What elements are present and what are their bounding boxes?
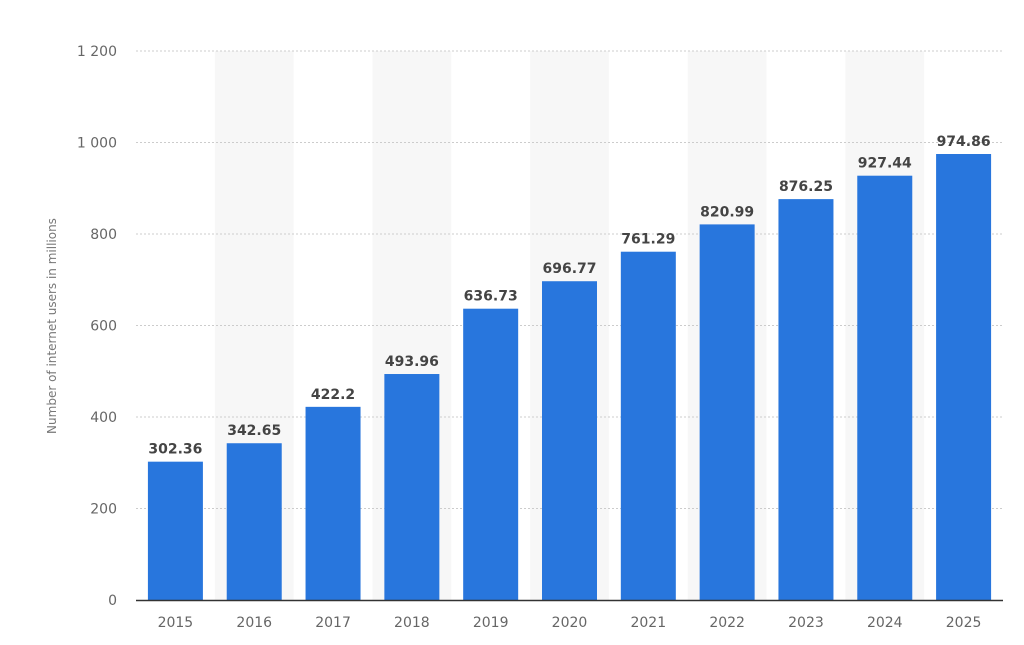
bar-2016: [226, 443, 282, 600]
data-label: 927.44: [858, 156, 912, 172]
data-label: 876.25: [779, 179, 833, 195]
bar-2019: [463, 308, 519, 600]
bar-2017: [305, 406, 361, 600]
x-tick-label: 2017: [315, 615, 351, 631]
x-tick-label: 2024: [867, 615, 903, 631]
data-label: 342.65: [227, 423, 281, 439]
y-axis-label: Number of internet users in millions: [45, 218, 59, 434]
bar-2018: [384, 374, 440, 600]
bar-2023: [778, 199, 834, 600]
y-tick-label: 600: [90, 319, 117, 335]
y-tick-label: 800: [90, 227, 117, 243]
data-labels: 302.36 342.65 422.2 493.96 636.73 696.77 761.2…: [148, 134, 990, 458]
bar-2015: [147, 461, 203, 600]
data-label: 761.29: [621, 232, 675, 248]
data-label: 696.77: [542, 261, 596, 277]
data-label: 974.86: [937, 134, 991, 150]
x-tick-label: 2018: [394, 615, 430, 631]
y-tick-label: 400: [90, 410, 117, 426]
x-tick-label: 2021: [630, 615, 666, 631]
data-label: 820.99: [700, 204, 754, 220]
data-label: 493.96: [385, 354, 439, 370]
x-tick-label: 2016: [236, 615, 272, 631]
bar-2022: [699, 224, 755, 600]
bar-2021: [620, 251, 676, 600]
x-axis-ticks: 2015 2016 2017 2018 2019 2020 2021 2022 2023 2024…: [158, 615, 982, 631]
y-tick-label: 1 200: [77, 44, 117, 60]
x-tick-label: 2022: [709, 615, 745, 631]
bar-2020: [542, 281, 597, 600]
x-tick-label: 2015: [158, 615, 194, 631]
x-tick-label: 2020: [552, 615, 588, 631]
data-label: 302.36: [148, 442, 202, 458]
y-axis-ticks: 0 200 400 600 800 1 000 1 200: [77, 44, 117, 609]
data-label: 422.2: [311, 387, 355, 403]
bar-2024: [857, 175, 913, 600]
data-label: 636.73: [464, 289, 518, 305]
x-tick-label: 2025: [946, 615, 982, 631]
x-tick-label: 2019: [473, 615, 509, 631]
bars: [147, 154, 992, 600]
bar-2025: [936, 154, 992, 600]
y-tick-label: 200: [90, 502, 117, 518]
y-tick-label: 1 000: [77, 136, 117, 152]
y-tick-label: 0: [108, 593, 117, 609]
x-tick-label: 2023: [788, 615, 824, 631]
